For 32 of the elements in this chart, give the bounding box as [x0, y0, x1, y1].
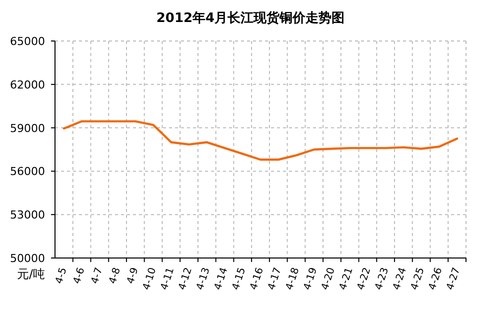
x-tick-label: 4-5: [54, 266, 70, 286]
y-tick-label: 50000: [10, 252, 45, 265]
y-tick-label: 62000: [10, 78, 45, 92]
x-tick-label: 4-19: [302, 266, 320, 292]
x-tick-label: 4-10: [141, 266, 159, 292]
x-tick-label: 4-17: [266, 266, 284, 292]
x-tick-label: 4-12: [177, 266, 194, 292]
x-tick-label: 4-8: [107, 266, 123, 286]
x-tick-label: 4-13: [194, 266, 212, 292]
x-tick-label: 4-6: [72, 266, 88, 286]
x-tick-label: 4-9: [125, 266, 141, 286]
x-tick-label: 4-14: [212, 266, 230, 292]
x-tick-label: 4-21: [338, 266, 356, 292]
x-tick-label: 4-24: [391, 266, 409, 292]
y-tick-label: 59000: [10, 122, 45, 135]
y-tick-label: 53000: [10, 208, 45, 222]
y-tick-label: 65000: [10, 35, 45, 48]
x-tick-label: 4-26: [427, 266, 445, 292]
y-axis-title: 元/吨: [16, 267, 45, 281]
x-tick-label: 4-23: [374, 266, 392, 292]
x-tick-label: 4-18: [284, 266, 302, 292]
x-tick-label: 4-11: [159, 266, 177, 292]
x-tick-label: 4-27: [445, 266, 463, 292]
x-tick-label: 4-16: [248, 266, 266, 292]
x-tick-label: 4-22: [356, 266, 374, 292]
x-tick-label: 4-15: [230, 266, 248, 292]
x-tick-label: 4-25: [409, 266, 427, 292]
chart-title: 2012年4月长江现货铜价走势图: [156, 10, 345, 26]
y-tick-label: 56000: [10, 165, 45, 178]
x-tick-label: 4-7: [90, 266, 106, 286]
line-series: [62, 120, 458, 161]
x-tick-label: 4-20: [320, 266, 338, 292]
